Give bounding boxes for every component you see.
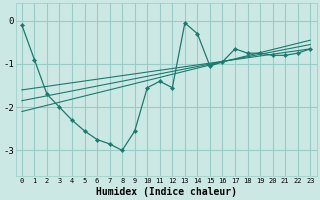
X-axis label: Humidex (Indice chaleur): Humidex (Indice chaleur): [96, 186, 236, 197]
